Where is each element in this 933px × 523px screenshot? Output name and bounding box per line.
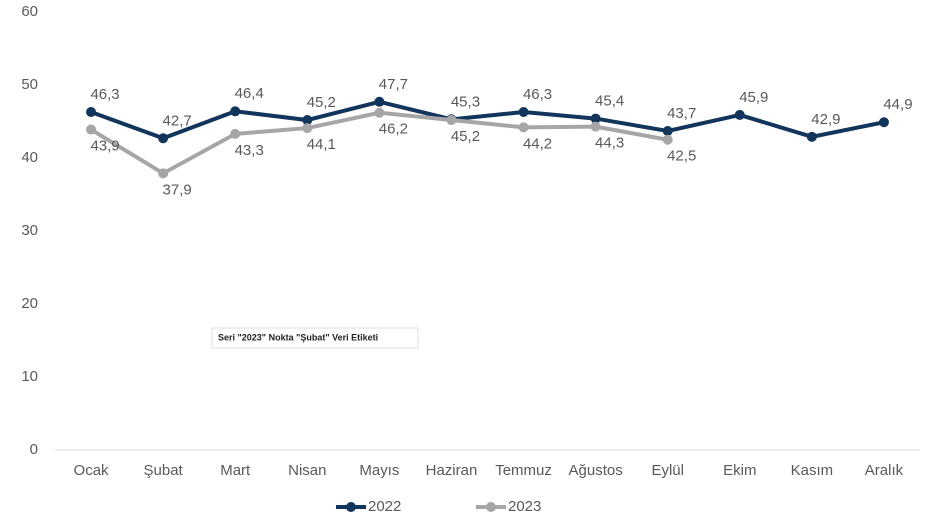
data-label: 46,2 [379, 121, 408, 138]
data-label: 45,9 [739, 89, 768, 106]
x-tick-label: Ağustos [569, 462, 623, 479]
data-point [662, 125, 673, 136]
data-point [230, 106, 241, 117]
data-label: 42,5 [667, 148, 696, 165]
series-line [90, 99, 885, 141]
data-point [86, 107, 97, 118]
x-tick-label: Nisan [288, 462, 326, 479]
data-point [590, 121, 601, 132]
legend-marker [486, 502, 496, 512]
data-label: 45,4 [595, 93, 624, 110]
data-point [86, 124, 97, 135]
y-tick-label: 40 [21, 149, 38, 166]
data-point [878, 117, 889, 128]
data-label: 44,1 [307, 136, 336, 153]
x-tick-label: Aralık [865, 462, 904, 479]
data-point [518, 107, 529, 118]
tooltip: Seri "2023" Nokta "Şubat" Veri Etiketi [218, 332, 378, 342]
data-label: 43,9 [90, 137, 119, 154]
data-label: 43,3 [235, 142, 264, 159]
data-point [302, 115, 313, 126]
data-label: 44,3 [595, 135, 624, 152]
legend-marker [346, 502, 356, 512]
data-point [446, 115, 457, 126]
data-point [734, 109, 745, 120]
data-point [302, 123, 313, 134]
data-label: 45,2 [307, 94, 336, 111]
legend-label: 2023 [508, 498, 541, 515]
data-label: 46,3 [523, 86, 552, 103]
data-label: 46,4 [235, 85, 264, 102]
x-tick-label: Kasım [791, 462, 834, 479]
data-point [374, 107, 385, 118]
y-tick-label: 0 [30, 441, 38, 458]
y-tick-label: 20 [21, 295, 38, 312]
data-label: 45,2 [451, 128, 480, 145]
data-label: 45,3 [451, 93, 480, 110]
data-point [518, 122, 529, 133]
data-label: 37,9 [163, 181, 192, 198]
data-label: 44,2 [523, 135, 552, 152]
data-point [806, 131, 817, 142]
y-tick-label: 30 [21, 222, 38, 239]
y-tick-label: 50 [21, 76, 38, 93]
data-label: 46,3 [90, 86, 119, 103]
x-tick-label: Şubat [144, 462, 184, 479]
data-point [590, 113, 601, 124]
x-tick-label: Ocak [74, 462, 110, 479]
legend-label: 2022 [368, 498, 401, 515]
data-label: 42,7 [163, 112, 192, 129]
data-point [662, 134, 673, 145]
x-tick-label: Mart [220, 462, 251, 479]
data-point [230, 128, 241, 139]
x-tick-label: Mayıs [359, 462, 399, 479]
data-point [374, 96, 385, 107]
data-label: 44,9 [883, 96, 912, 113]
y-tick-label: 10 [21, 368, 38, 385]
data-point [158, 168, 169, 179]
data-label: 47,7 [379, 76, 408, 93]
tooltip-box [211, 327, 419, 349]
data-label: 42,9 [811, 111, 840, 128]
data-point [158, 133, 169, 144]
plot: 0 10 20 30 40 50 60 Ocak Şubat Mart Nisan Mayıs Hazi… [21, 3, 920, 515]
x-tick-label: Ekim [723, 462, 756, 479]
x-tick-label: Temmuz [495, 462, 552, 479]
x-tick-label: Haziran [426, 462, 478, 479]
y-tick-label: 60 [21, 3, 38, 20]
data-label: 43,7 [667, 105, 696, 122]
x-tick-label: Eylül [651, 462, 684, 479]
